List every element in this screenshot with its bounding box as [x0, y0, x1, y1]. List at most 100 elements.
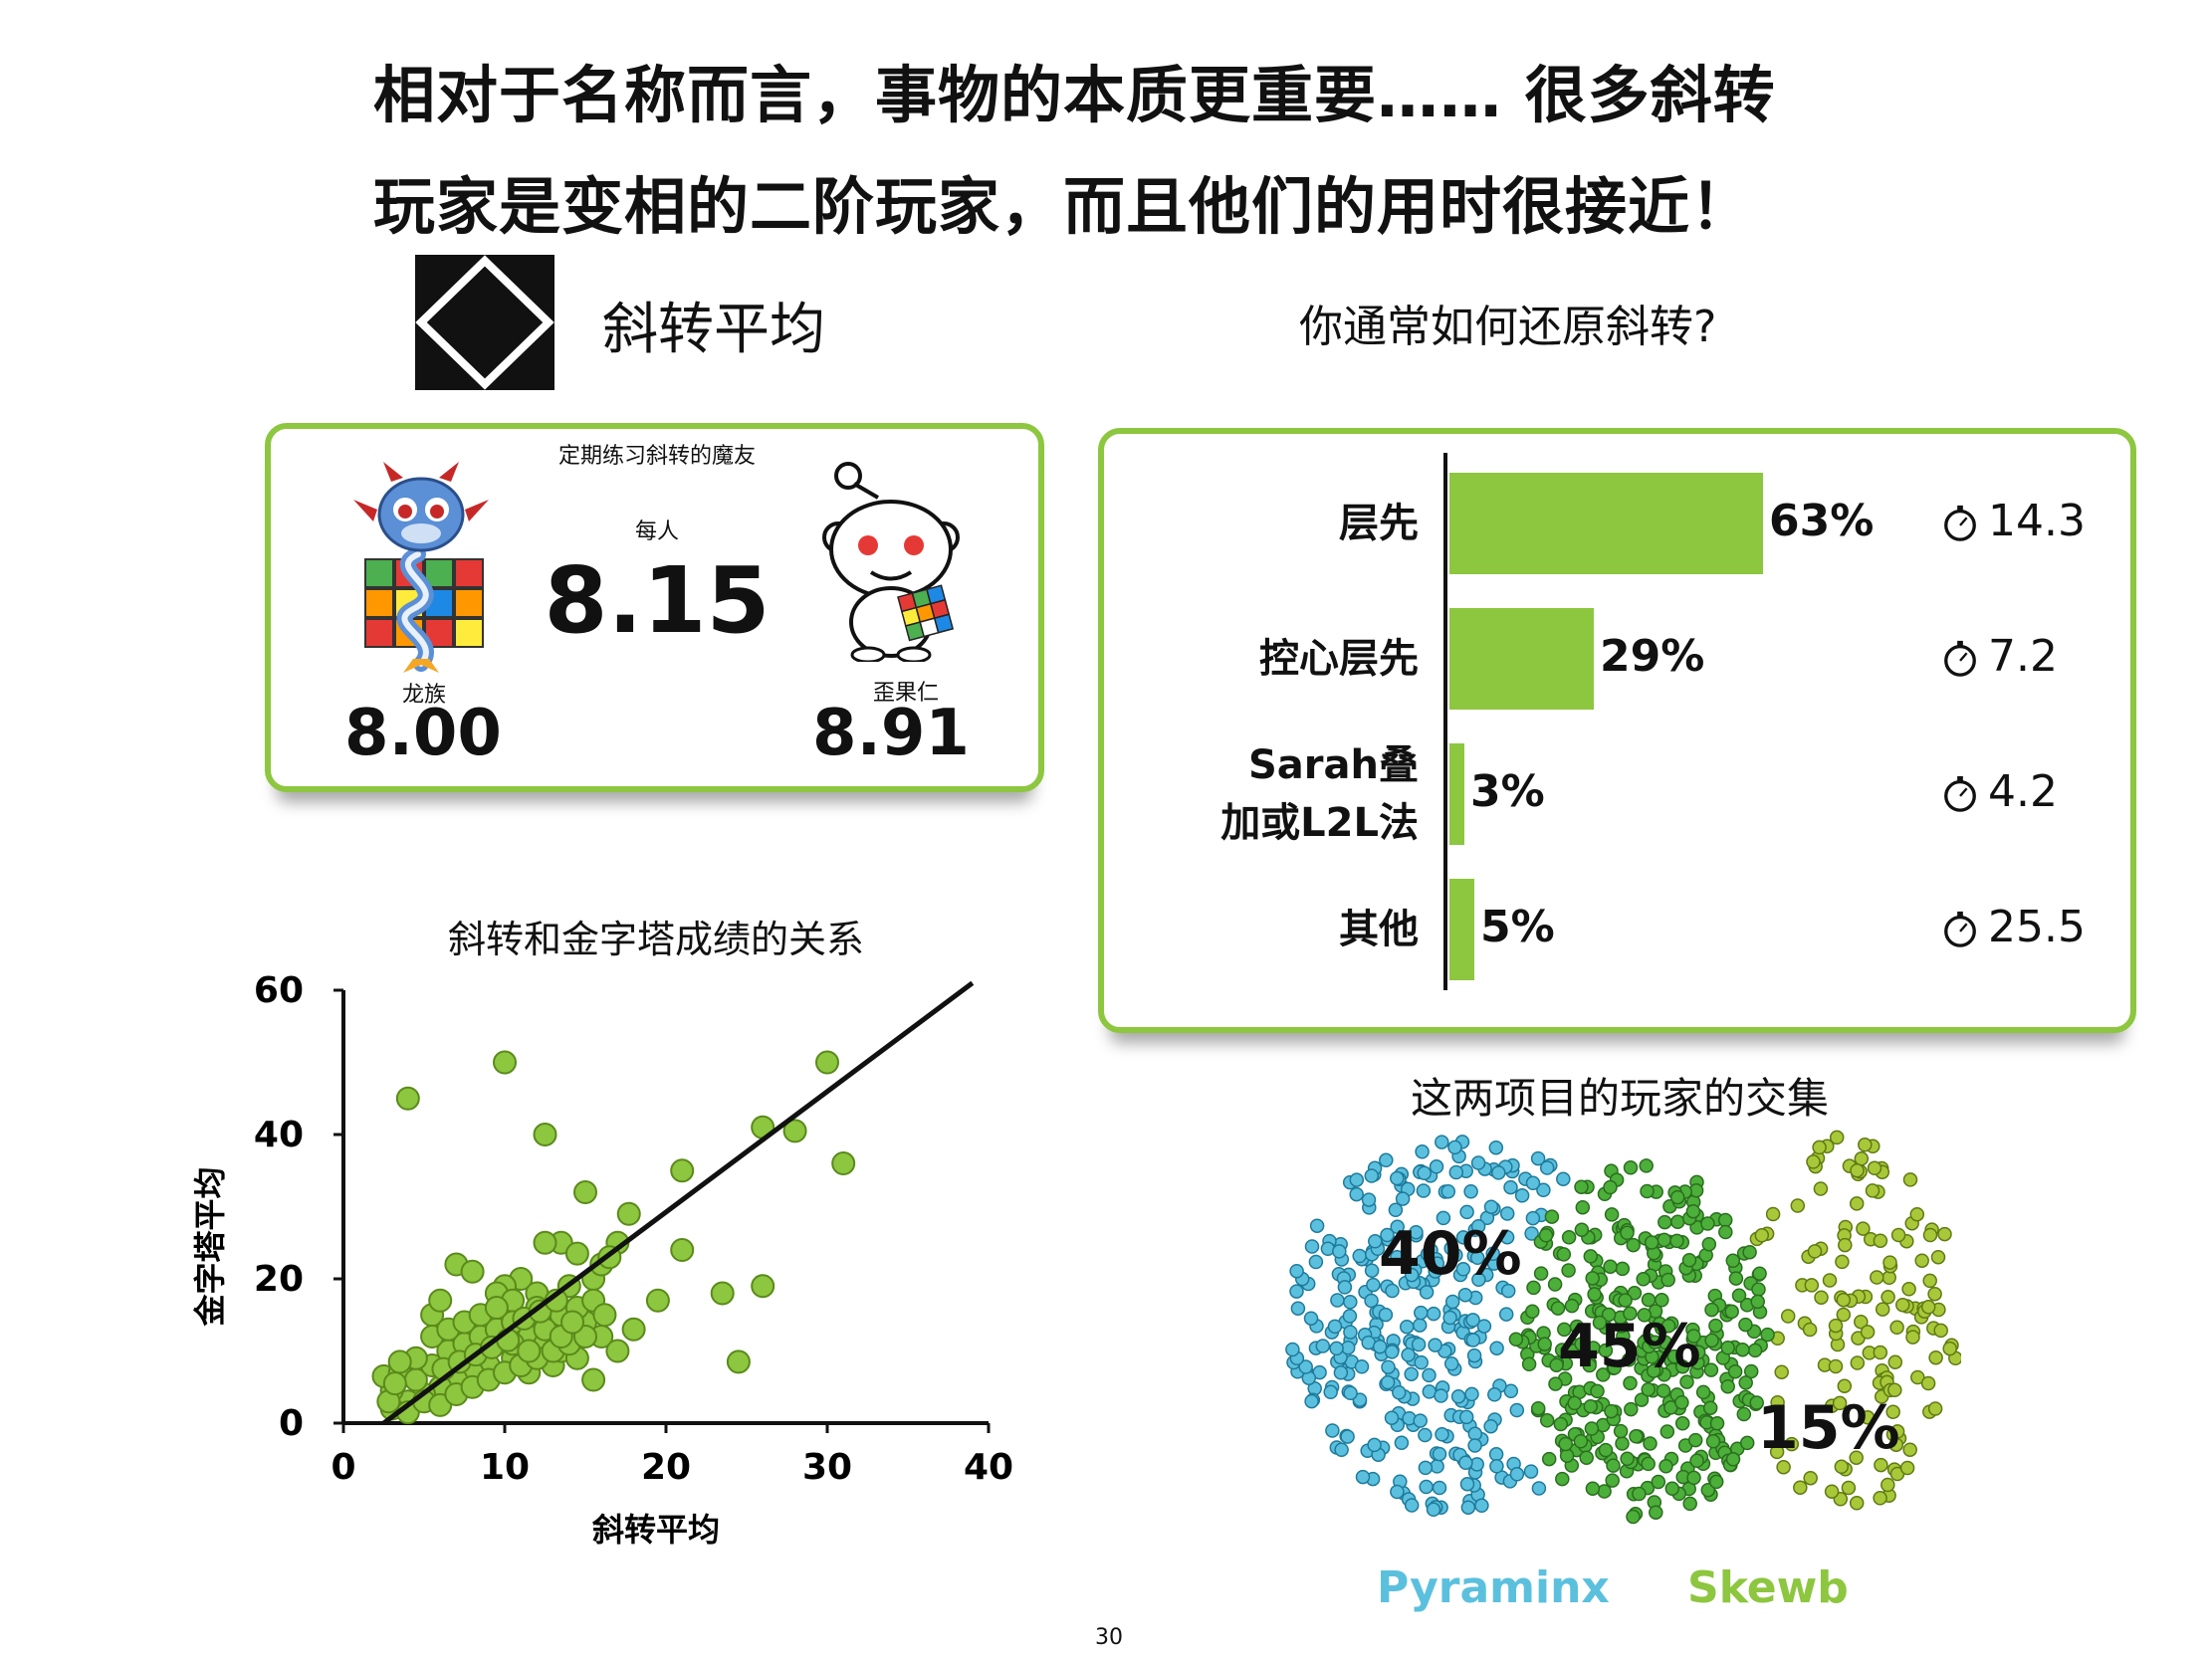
venn-dot-both [1651, 1474, 1666, 1490]
venn-dot-pyraminx [1404, 1366, 1419, 1381]
scatter-point [564, 1241, 589, 1266]
venn-dot-both [1553, 1416, 1569, 1432]
venn-dot-skewb [1880, 1477, 1895, 1493]
venn-dot-both [1644, 1235, 1659, 1250]
venn-dot-both [1574, 1179, 1589, 1194]
venn-dot-skewb [1933, 1323, 1948, 1339]
venn-dot-both [1689, 1453, 1704, 1469]
venn-dot-skewb [1765, 1206, 1781, 1222]
venn-dot-both [1670, 1214, 1685, 1230]
scatter-point [645, 1288, 670, 1313]
venn-dot-pyraminx [1415, 1144, 1430, 1159]
venn-dot-pyraminx [1488, 1447, 1504, 1462]
venn-dot-both [1604, 1207, 1620, 1222]
venn-dot-both [1603, 1259, 1618, 1274]
venn-dot-both [1592, 1315, 1608, 1331]
venn-dot-pyraminx [1343, 1385, 1358, 1401]
method-bar [1449, 473, 1763, 574]
venn-dot-skewb [1899, 1460, 1915, 1476]
venn-dot-both [1605, 1473, 1620, 1488]
method-bar [1449, 608, 1594, 710]
scatter-trendline [382, 980, 975, 1426]
venn-dot-both [1637, 1308, 1653, 1323]
venn-dot-pyraminx [1366, 1277, 1381, 1293]
venn-dot-skewb [1867, 1160, 1882, 1176]
venn-dot-skewb [1854, 1151, 1870, 1166]
venn-dot-both [1739, 1435, 1755, 1451]
venn-dot-pyraminx [1327, 1319, 1343, 1335]
method-bar-pct-label: 3% [1470, 766, 1545, 817]
venn-dot-pyraminx [1368, 1234, 1383, 1249]
venn-dot-both [1664, 1481, 1680, 1497]
venn-dot-both [1703, 1362, 1719, 1377]
venn-dot-skewb [1937, 1226, 1952, 1242]
venn-dot-both [1669, 1189, 1685, 1205]
venn-dot-pyraminx [1390, 1170, 1405, 1186]
venn-dot-pyraminx [1361, 1192, 1377, 1207]
method-average-time: 4.2 [1988, 766, 2058, 817]
venn-dot-pyraminx [1509, 1402, 1525, 1418]
venn-dot-skewb [1790, 1198, 1806, 1213]
headline: 相对于名称而言，事物的本质更重要…… 很多斜转 玩家是变相的二阶玩家，而且他们的… [373, 40, 1867, 263]
method-bar-pct-label: 63% [1769, 496, 1875, 546]
venn-dot-pyraminx [1514, 1188, 1530, 1203]
venn-dot-both [1641, 1381, 1656, 1397]
venn-dot-both [1641, 1456, 1656, 1472]
venn-dot-skewb [1836, 1307, 1852, 1323]
venn-dot-both [1649, 1505, 1663, 1520]
venn-dot-both [1538, 1228, 1554, 1243]
scatter-point [670, 1238, 695, 1262]
venn-dot-both [1615, 1261, 1631, 1277]
method-average-time: 25.5 [1988, 902, 2086, 952]
venn-dot-both [1583, 1249, 1599, 1264]
venn-dot-both [1731, 1288, 1747, 1303]
venn-dot-pyraminx [1499, 1229, 1515, 1245]
stopwatch-icon [1944, 640, 1976, 677]
venn-dot-pyraminx [1308, 1254, 1324, 1270]
venn-dot-pyraminx [1491, 1165, 1506, 1180]
venn-dot-pyraminx [1455, 1262, 1471, 1277]
venn-dot-skewb [1930, 1249, 1946, 1265]
venn-dot-both [1604, 1403, 1619, 1419]
venn-dot-both [1704, 1302, 1719, 1318]
venn-dot-both [1521, 1356, 1537, 1372]
venn-dot-pyraminx [1380, 1374, 1396, 1390]
venn-dot-pyraminx [1458, 1409, 1474, 1425]
venn-dot-pyraminx [1430, 1459, 1444, 1474]
venn-dot-both [1708, 1318, 1723, 1334]
venn-dot-both [1587, 1287, 1602, 1302]
venn-dot-skewb [1873, 1345, 1888, 1360]
venn-dot-skewb [1822, 1273, 1838, 1288]
venn-dot-pyraminx [1394, 1435, 1410, 1451]
venn-dot-pyraminx [1364, 1263, 1380, 1278]
venn-dot-both [1634, 1392, 1650, 1407]
venn-dot-both [1575, 1199, 1591, 1215]
venn-dot-both [1750, 1294, 1765, 1310]
venn-dot-pyraminx [1530, 1150, 1546, 1166]
venn-dot-pyraminx [1378, 1307, 1394, 1323]
venn-dot-skewb [1885, 1404, 1900, 1419]
scatter-point [670, 1158, 695, 1183]
venn-dot-pyraminx [1458, 1455, 1473, 1471]
scatter-y-tick-label: 60 [254, 970, 304, 1011]
venn-dot-pyraminx [1457, 1287, 1473, 1303]
venn-dot-skewb [1890, 1227, 1906, 1243]
venn-dot-both [1736, 1406, 1752, 1422]
venn-dot-both [1685, 1203, 1701, 1219]
venn-dot-both [1640, 1183, 1655, 1199]
scatter-point [533, 1230, 557, 1255]
venn-dot-skewb [1850, 1162, 1865, 1178]
venn-dot-pyraminx [1390, 1250, 1405, 1265]
venn-dot-pyraminx [1469, 1250, 1485, 1266]
venn-dot-both [1547, 1277, 1563, 1292]
venn-dot-both [1738, 1317, 1753, 1333]
venn-dot-both [1674, 1416, 1690, 1431]
dragon-mascot-icon [353, 462, 489, 673]
venn-dot-both [1569, 1319, 1585, 1335]
venn-dot-skewb [1905, 1330, 1920, 1345]
venn-dot-pyraminx [1487, 1387, 1502, 1402]
venn-dot-pyraminx [1384, 1410, 1400, 1425]
venn-dot-pyraminx [1388, 1202, 1404, 1218]
method-category-label-line: 层先 [1339, 501, 1419, 546]
venn-dot-both [1751, 1282, 1766, 1297]
